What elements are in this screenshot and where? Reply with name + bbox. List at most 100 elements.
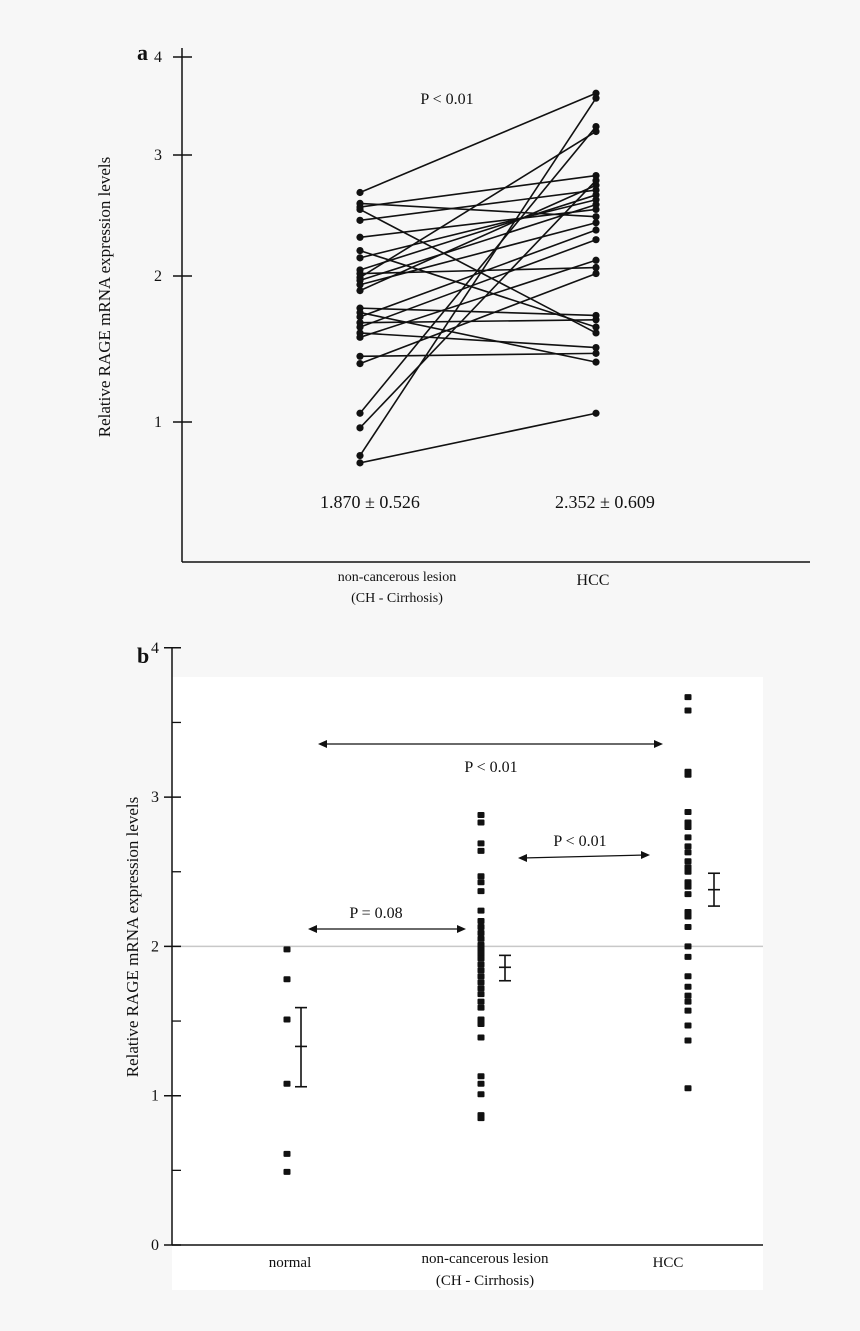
panel-a-label: a bbox=[137, 40, 148, 65]
panel-a-category-sublabel: (CH - Cirrhosis) bbox=[351, 591, 443, 606]
data-point bbox=[477, 991, 485, 998]
data-point-noncancerous bbox=[356, 281, 364, 289]
data-point bbox=[684, 1037, 692, 1044]
data-point bbox=[684, 858, 692, 865]
paired-line bbox=[359, 184, 597, 292]
paired-line bbox=[359, 332, 597, 349]
data-point-noncancerous bbox=[356, 323, 364, 331]
y-tick-label: 2 bbox=[151, 938, 159, 955]
data-point-noncancerous bbox=[356, 254, 364, 262]
data-point bbox=[477, 888, 485, 895]
data-point bbox=[684, 809, 692, 816]
comparison-noncancerous-hcc: P < 0.01 bbox=[518, 833, 650, 862]
data-point bbox=[684, 1022, 692, 1029]
y-tick-label: 1 bbox=[151, 1088, 159, 1105]
paired-line bbox=[359, 238, 597, 328]
data-point bbox=[283, 1016, 291, 1023]
comparison-arrow bbox=[521, 854, 647, 859]
data-point-hcc bbox=[592, 122, 600, 131]
data-point bbox=[684, 983, 692, 990]
data-point bbox=[684, 943, 692, 950]
data-point bbox=[477, 1091, 485, 1098]
paired-line bbox=[359, 221, 597, 286]
data-point bbox=[477, 840, 485, 847]
data-point-hcc bbox=[592, 94, 600, 102]
data-point bbox=[684, 1085, 692, 1092]
data-point-hcc bbox=[592, 343, 600, 352]
data-point-noncancerous bbox=[356, 287, 364, 295]
data-point bbox=[477, 929, 485, 936]
data-point-noncancerous bbox=[356, 216, 364, 224]
paired-line bbox=[359, 198, 597, 259]
paired-line bbox=[359, 229, 597, 318]
y-tick-label: 0 bbox=[151, 1237, 159, 1254]
panel-a: a 1 2 3 4 Relative RAGE mRNA expression lev… bbox=[95, 40, 810, 606]
data-point bbox=[477, 985, 485, 992]
data-point bbox=[477, 961, 485, 968]
panel-b-label: b bbox=[137, 643, 149, 668]
panel-b-category-label: normal bbox=[269, 1255, 312, 1271]
comparison-normal-noncancerous: P = 0.08 bbox=[308, 905, 466, 933]
panel-b-y-label: Relative RAGE mRNA expression levels bbox=[123, 797, 142, 1077]
data-point bbox=[283, 1168, 291, 1175]
data-point bbox=[477, 1021, 485, 1028]
data-point-noncancerous bbox=[356, 246, 364, 255]
data-point-noncancerous bbox=[356, 459, 364, 467]
data-point-noncancerous bbox=[356, 424, 364, 432]
comparison-label: P < 0.01 bbox=[553, 833, 606, 850]
data-point bbox=[684, 834, 692, 841]
data-point-hcc bbox=[592, 263, 600, 272]
data-point bbox=[684, 694, 692, 701]
y-tick-label: 4 bbox=[151, 640, 159, 657]
data-point bbox=[477, 812, 485, 819]
data-point bbox=[477, 873, 485, 880]
panel-a-summary-right: 2.352 ± 0.609 bbox=[555, 492, 655, 512]
y-tick-label: 3 bbox=[151, 789, 159, 806]
data-point bbox=[477, 935, 485, 942]
paired-line bbox=[359, 352, 597, 358]
data-point bbox=[684, 998, 692, 1005]
data-point bbox=[684, 913, 692, 920]
data-point bbox=[477, 907, 485, 914]
data-point bbox=[684, 823, 692, 830]
data-point bbox=[477, 1034, 485, 1041]
data-point bbox=[684, 953, 692, 960]
comparison-label: P < 0.01 bbox=[464, 759, 517, 776]
paired-line bbox=[359, 249, 597, 328]
data-point-noncancerous bbox=[356, 352, 364, 360]
data-point-hcc bbox=[592, 316, 600, 324]
panel-a-category-label: HCC bbox=[577, 572, 610, 589]
data-point-noncancerous bbox=[356, 409, 364, 417]
y-tick-label: 4 bbox=[154, 49, 162, 66]
data-point-noncancerous bbox=[356, 205, 364, 214]
data-point bbox=[477, 923, 485, 930]
data-point-noncancerous bbox=[356, 313, 364, 321]
data-point bbox=[684, 707, 692, 714]
data-point bbox=[477, 973, 485, 980]
comparison-normal-hcc: P < 0.01 bbox=[318, 740, 663, 776]
data-point-hcc bbox=[592, 323, 600, 331]
paired-line bbox=[359, 412, 597, 464]
data-point bbox=[477, 1080, 485, 1087]
data-point-hcc bbox=[592, 201, 600, 209]
data-point-hcc bbox=[592, 269, 600, 278]
data-point bbox=[684, 843, 692, 850]
data-point-hcc bbox=[592, 191, 600, 199]
data-point-noncancerous bbox=[356, 451, 364, 460]
data-point bbox=[684, 923, 692, 930]
paired-line bbox=[359, 259, 597, 339]
data-point-hcc bbox=[592, 409, 600, 417]
data-point-hcc bbox=[592, 349, 600, 357]
y-tick-label: 2 bbox=[154, 268, 162, 285]
paired-line bbox=[359, 194, 597, 271]
data-point bbox=[477, 1115, 485, 1122]
data-point bbox=[684, 771, 692, 778]
panel-b-category-label: HCC bbox=[653, 1255, 684, 1271]
data-point-hcc bbox=[592, 219, 600, 227]
data-point-hcc bbox=[592, 213, 600, 221]
data-point bbox=[684, 1007, 692, 1014]
data-point-hcc bbox=[592, 256, 600, 264]
paired-line bbox=[359, 203, 597, 282]
data-point bbox=[283, 1080, 291, 1087]
